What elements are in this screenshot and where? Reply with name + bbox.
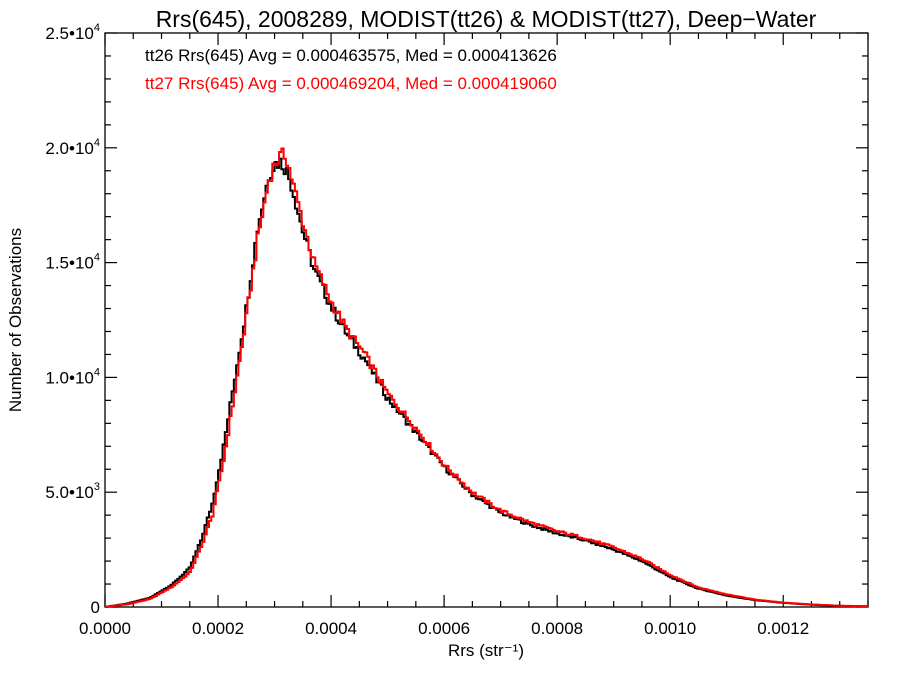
y-tick-label: 0 [91, 598, 100, 617]
x-tick-label: 0.0012 [757, 619, 809, 638]
x-tick-label: 0.0010 [644, 619, 696, 638]
series-layer [105, 147, 868, 608]
series-tt27-line [105, 147, 868, 608]
y-tick-label: 1.0•104 [45, 366, 100, 387]
plot-frame [104, 32, 869, 608]
y-tick-label: 5.0•103 [45, 481, 100, 502]
y-axis-label: Number of Observations [6, 228, 25, 412]
y-tick-label: 2.5•104 [45, 22, 100, 43]
x-tick-label: 0.0000 [79, 619, 131, 638]
y-tick-label: 1.5•104 [45, 252, 100, 273]
series-tt26-line [105, 157, 868, 608]
x-tick-label: 0.0008 [531, 619, 583, 638]
x-tick-label: 0.0004 [305, 619, 357, 638]
x-tick-label: 0.0006 [418, 619, 470, 638]
tt27-stats-annotation: tt27 Rrs(645) Avg = 0.000469204, Med = 0… [145, 74, 557, 93]
chart-title: Rrs(645), 2008289, MODIST(tt26) & MODIST… [156, 6, 817, 32]
x-tick-label: 0.0002 [192, 619, 244, 638]
y-axis: 0 5.0•103 1.0•104 1.5•104 2.0•104 2.5•104 [45, 22, 868, 617]
tt26-stats-annotation: tt26 Rrs(645) Avg = 0.000463575, Med = 0… [145, 46, 557, 65]
x-axis-label: Rrs (str⁻¹) [448, 641, 524, 660]
x-axis: 0.0000 0.0002 0.0004 0.0006 0.0008 0.0010 0.00… [79, 33, 869, 638]
y-tick-label: 2.0•104 [45, 137, 100, 158]
